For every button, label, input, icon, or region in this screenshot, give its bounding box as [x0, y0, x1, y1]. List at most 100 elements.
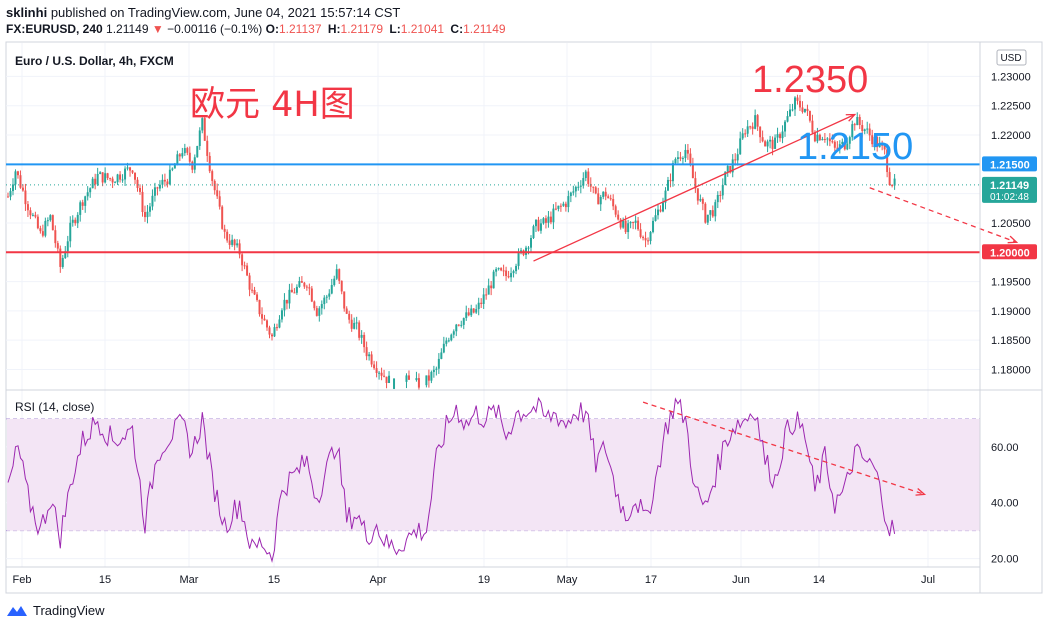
candle-body	[74, 219, 77, 224]
candle-body	[61, 258, 64, 267]
candle-body	[24, 190, 27, 205]
candle-body	[547, 216, 550, 223]
candle-body	[579, 185, 582, 187]
candle-body	[191, 161, 194, 170]
candle-body	[734, 159, 737, 161]
candle-body	[114, 182, 117, 184]
candle-body	[666, 179, 669, 191]
chart-canvas[interactable]: Feb 15 Mar 15 Apr 19 May 17 Jun 14 Jul 1.23000 1.225…	[0, 0, 1050, 600]
candle-body	[465, 312, 468, 319]
candle-body	[816, 134, 819, 142]
x-tick-label: 14	[813, 574, 825, 586]
candle-body	[380, 372, 383, 376]
candle-body	[659, 209, 662, 212]
candle-body	[534, 219, 537, 227]
candle-body	[639, 229, 642, 237]
candle-body	[774, 137, 777, 149]
candle-body	[719, 194, 722, 196]
candle-body	[435, 368, 438, 370]
x-tick-label: 15	[268, 574, 280, 586]
candle-body	[729, 166, 732, 173]
candle-body	[779, 134, 782, 139]
candle-body	[808, 111, 811, 121]
candle-body	[552, 208, 555, 223]
y-tick-label: 60.00	[991, 442, 1019, 454]
candle-body	[515, 265, 518, 272]
candle-body	[447, 340, 450, 342]
trend-arrow	[869, 187, 1017, 243]
candle-body	[310, 288, 313, 302]
candle-body	[676, 157, 679, 160]
candle-body	[793, 97, 796, 110]
candle-body	[644, 238, 647, 241]
candle-body	[689, 153, 692, 165]
candle-body	[84, 196, 87, 206]
candle-body	[584, 171, 587, 179]
candle-body	[153, 187, 156, 196]
candle-body	[188, 152, 191, 162]
candle-body	[796, 97, 799, 101]
candle-body	[694, 178, 697, 189]
author-name[interactable]: sklinhi	[6, 5, 48, 20]
y-tick-label: 1.19500	[991, 277, 1031, 289]
candle-body	[161, 179, 164, 185]
candle-body	[383, 375, 386, 377]
candle-body	[557, 205, 560, 209]
candle-body	[851, 124, 854, 138]
candle-body	[261, 314, 264, 319]
candle-body	[19, 175, 22, 188]
candle-body	[881, 143, 884, 146]
x-tick-label: 15	[99, 574, 111, 586]
candle-body	[706, 214, 709, 223]
candle-body	[360, 334, 363, 338]
x-tick-label: Feb	[13, 574, 32, 586]
candle-body	[54, 230, 57, 244]
currency-box[interactable]	[996, 49, 1027, 66]
candle-body	[166, 181, 169, 185]
high-value: 1.21179	[340, 22, 384, 36]
candle-body	[497, 268, 500, 270]
candle-body	[101, 172, 104, 183]
candle-body	[375, 368, 378, 373]
countdown-text: 01:02:48	[990, 192, 1029, 203]
candle-body	[756, 115, 759, 127]
candle-body	[141, 191, 144, 213]
candle-body	[532, 226, 535, 238]
candle-body	[59, 248, 62, 267]
footer: TradingView	[6, 603, 105, 618]
candle-body	[883, 145, 886, 150]
candle-body	[345, 308, 348, 314]
candle-body	[31, 214, 34, 216]
candle-body	[562, 203, 565, 206]
candle-body	[891, 184, 894, 186]
candle-body	[243, 265, 246, 267]
candle-body	[669, 179, 672, 182]
candle-body	[574, 186, 577, 192]
candle-body	[823, 139, 826, 141]
candle-body	[876, 137, 879, 148]
candle-body	[587, 171, 590, 184]
candle-body	[26, 204, 29, 211]
trend-arrow-head	[845, 113, 857, 122]
price-label-text: 1.20000	[990, 247, 1030, 259]
candle-body	[632, 221, 635, 223]
candle-body	[308, 287, 311, 289]
candle-body	[530, 237, 532, 248]
tradingview-logo-icon[interactable]	[6, 604, 28, 618]
candle-body	[283, 299, 286, 311]
publish-info: sklinhi published on TradingView.com, Ju…	[6, 5, 400, 20]
drawings	[6, 113, 1019, 496]
footer-brand[interactable]: TradingView	[33, 603, 105, 618]
candle-body	[305, 286, 308, 288]
candle-body	[104, 173, 107, 183]
candle-body	[554, 208, 557, 210]
last-price: 1.21149	[106, 22, 149, 36]
candle-body	[701, 198, 704, 204]
target-high-annotation: 1.2350	[752, 59, 868, 101]
candle-body	[679, 157, 682, 159]
candle-body	[754, 115, 757, 129]
candle-body	[886, 149, 889, 173]
candle-body	[642, 236, 645, 239]
candle-body	[228, 240, 231, 245]
y-tick-label: 1.19000	[991, 306, 1031, 318]
